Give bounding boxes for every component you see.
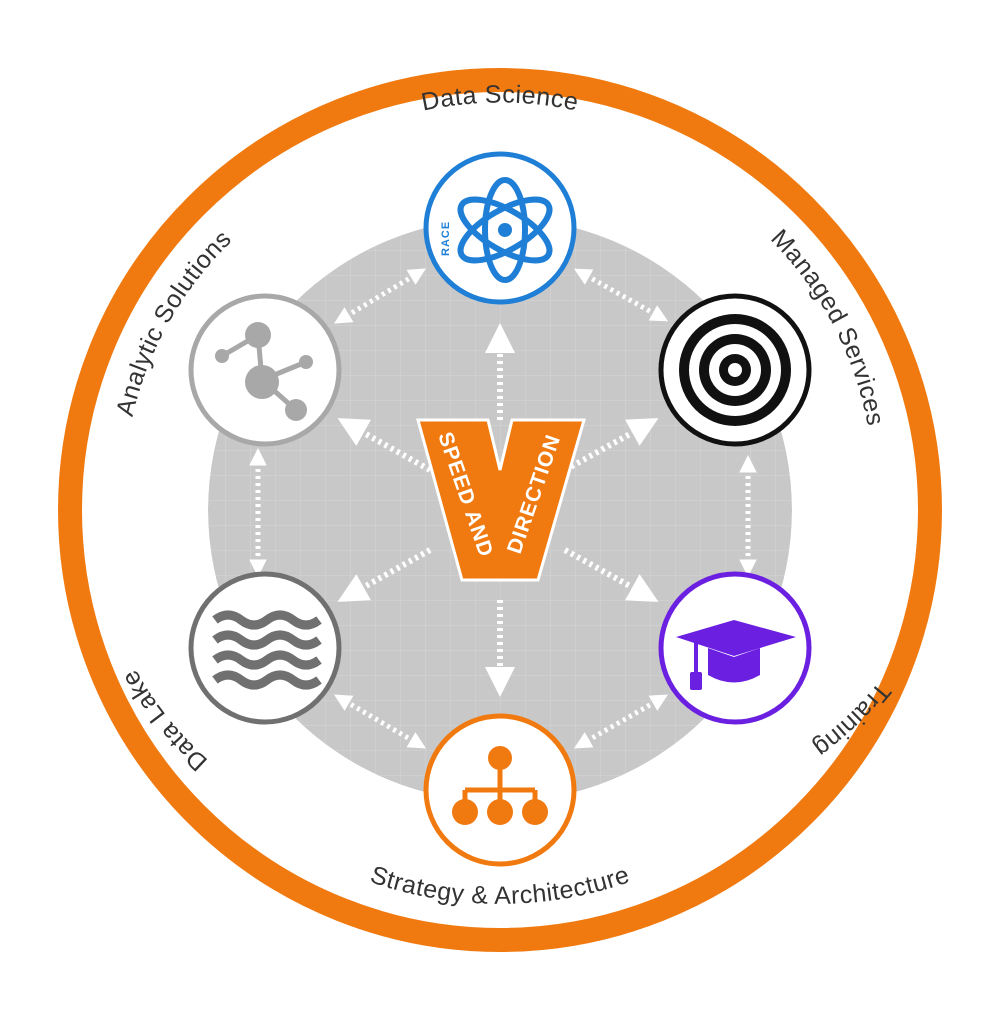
race-badge: RACE (440, 221, 452, 256)
spoke-up-left (337, 418, 432, 473)
node-training[interactable] (658, 571, 812, 725)
outer-ring (58, 68, 942, 952)
spoke-down-right (563, 547, 659, 602)
arrow-datascience-to-managed (573, 268, 669, 322)
spoke-arrows (337, 323, 659, 697)
arrow-analytic-to-datascience (333, 268, 427, 324)
node-data-lake[interactable] (188, 571, 342, 725)
org-chart-icon (452, 746, 548, 825)
v-logo-icon (416, 418, 586, 582)
molecule-network-icon (215, 322, 313, 421)
node-strategy-architecture[interactable] (423, 713, 577, 867)
node-managed-services[interactable] (658, 293, 812, 447)
node-data-science[interactable]: RACE (423, 151, 577, 305)
spoke-up-right (563, 418, 659, 473)
spoke-down-left (337, 547, 432, 602)
node-analytic-solutions[interactable] (188, 293, 342, 447)
waves-icon (212, 610, 322, 690)
arrow-strategy-to-datalake (333, 694, 427, 749)
center-v-logo: SPEED AND DIRECTION (416, 418, 586, 582)
arrow-training-to-strategy (573, 694, 669, 749)
perimeter-arrows (249, 268, 757, 749)
label-data-science: Data Science (419, 80, 581, 116)
label-strategy-architecture: Strategy & Architecture (367, 861, 633, 910)
target-icon (679, 314, 791, 426)
graduation-cap-icon (676, 620, 796, 690)
atom-icon (457, 177, 553, 283)
